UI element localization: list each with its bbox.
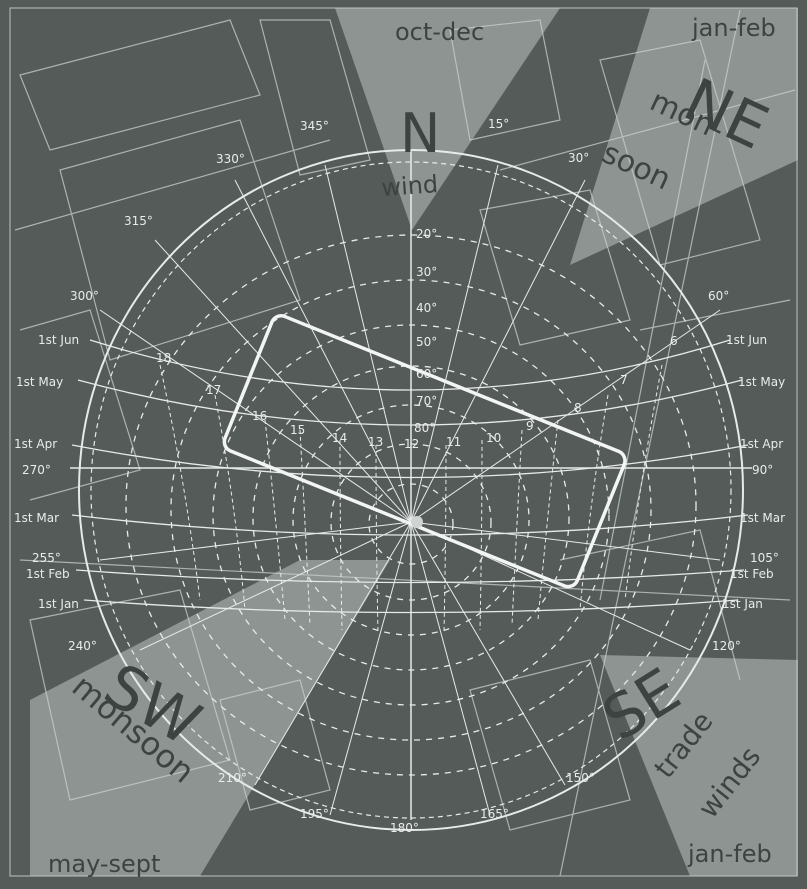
date-label-right: 1st Jan [722,597,763,611]
azimuth-label: 240° [68,639,97,653]
azimuth-label: 330° [216,152,245,166]
azimuth-label: 270° [22,463,51,477]
azimuth-label: 210° [218,771,247,785]
azimuth-label: 195° [300,807,329,821]
hour-label: 8 [574,401,582,415]
sun-path-chart [70,149,752,831]
date-line-jan [83,599,739,614]
se-trade-wedge [600,655,798,876]
azimuth-labels: 345° 15° 30° 330° 315° 300° 60° 270° 90°… [22,117,779,835]
hour-label: 17 [206,383,221,397]
hour-label: 16 [252,409,267,423]
date-label-right: 1st Mar [740,511,785,525]
date-label-right: 1st May [738,375,785,389]
north-wind-wedge [335,8,560,230]
hour-labels: 18 17 16 15 14 13 12 11 10 9 8 7 6 [156,334,678,451]
north-label: N [400,102,440,165]
date-label-right: 1st Feb [730,567,774,581]
azimuth-label: 105° [750,551,779,565]
site-center-marker [411,516,423,528]
azimuth-label: 60° [708,289,729,303]
altitude-label: 60° [416,367,437,381]
azimuth-label: 255° [32,551,61,565]
hour-label: 7 [620,373,628,387]
date-label-left: 1st Jun [38,333,79,347]
hour-label: 15 [290,423,305,437]
date-label-right: 1st Apr [740,437,783,451]
ne-period: jan-feb [691,14,776,42]
azimuth-label: 30° [568,151,589,165]
sw-period: may-sept [48,850,160,878]
azimuth-label: 120° [712,639,741,653]
date-labels-left: 1st Jun 1st May 1st Apr 1st Mar 1st Feb … [14,333,79,611]
date-line-feb [75,569,745,584]
altitude-label: 50° [416,335,437,349]
date-line-jun [89,339,731,391]
hour-label: 10 [486,431,501,445]
date-labels-right: 1st Jun 1st May 1st Apr 1st Mar 1st Feb … [722,333,785,611]
azimuth-label: 165° [480,807,509,821]
date-line-apr [71,444,749,479]
altitude-labels: 20° 30° 40° 50° 60° 70° 80° [414,227,437,435]
altitude-label: 40° [416,301,437,315]
altitude-label: 80° [414,421,435,435]
azimuth-label: 345° [300,119,329,133]
date-label-left: 1st Mar [14,511,59,525]
hour-label: 14 [332,431,347,445]
se-period: jan-feb [687,840,772,868]
date-line-may [77,379,743,426]
north-wind-period: oct-dec [395,18,484,46]
hour-label: 12 [404,437,419,451]
sw-monsoon-wedge [30,560,390,876]
hour-label: 6 [670,334,678,348]
date-label-left: 1st May [16,375,63,389]
ne-monsoon-wedge [570,8,798,265]
azimuth-label: 300° [70,289,99,303]
altitude-label: 70° [416,394,437,408]
hour-lines [159,364,663,633]
azimuth-label: 315° [124,214,153,228]
azimuth-label: 15° [488,117,509,131]
altitude-label: 30° [416,265,437,279]
date-label-left: 1st Jan [38,597,79,611]
date-label-right: 1st Jun [726,333,767,347]
hour-label: 18 [156,351,171,365]
hour-label: 9 [526,419,534,433]
hour-label: 13 [368,435,383,449]
date-label-left: 1st Feb [26,567,70,581]
azimuth-label: 90° [752,463,773,477]
north-wind-word: wind [380,170,439,202]
building-footprint [222,314,627,589]
azimuth-label: 150° [566,771,595,785]
wind-wedges [30,8,798,876]
azimuth-label: 180° [390,821,419,835]
date-label-left: 1st Apr [14,437,57,451]
hour-label: 11 [446,435,461,449]
altitude-label: 20° [416,227,437,241]
date-line-mar [71,514,749,536]
